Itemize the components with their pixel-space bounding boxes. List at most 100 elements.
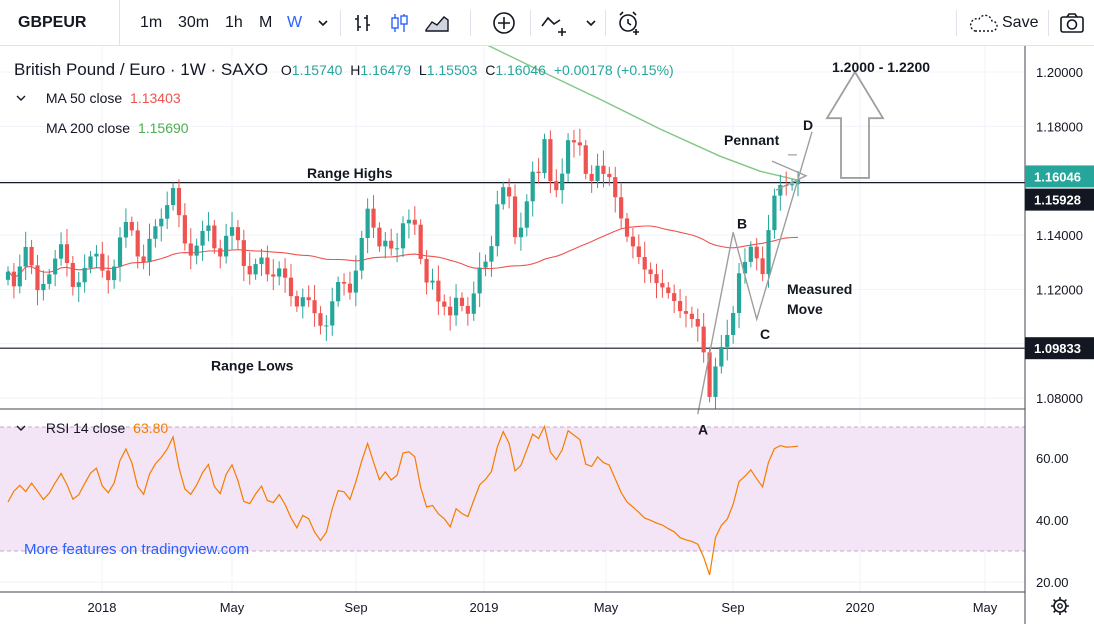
candle	[672, 284, 677, 313]
range-highs-label: Range Highs	[307, 165, 393, 181]
ma200-legend[interactable]: MA 200 close 1.15690	[46, 120, 189, 136]
candle-body	[613, 177, 618, 198]
candle	[607, 166, 612, 186]
rsi-axis[interactable]: 60.00 40.00 20.00	[1036, 451, 1069, 590]
candle-body	[577, 142, 582, 146]
symbol-search-button[interactable]: GBPEUR	[0, 0, 120, 46]
candle-body	[265, 257, 270, 275]
candle	[253, 258, 258, 280]
price-badges: 1.16046 1.15928 1.09833	[1025, 165, 1094, 360]
candle	[11, 262, 16, 299]
candle-body	[5, 271, 11, 280]
candle-body	[159, 218, 164, 227]
candle	[395, 233, 400, 263]
save-button[interactable]: Save	[1002, 14, 1039, 31]
candle	[212, 220, 217, 254]
area-chart-icon[interactable]	[424, 12, 450, 34]
candle-body	[241, 240, 246, 266]
plus-circle-icon[interactable]	[492, 11, 516, 35]
bar-chart-icon[interactable]	[352, 12, 374, 34]
eye-icon[interactable]	[14, 91, 28, 105]
candle-body	[536, 171, 541, 174]
candle-body	[518, 227, 524, 238]
candle	[53, 249, 58, 287]
candle-body	[76, 282, 81, 287]
candle-body	[94, 253, 99, 257]
symbol-label: GBPEUR	[18, 14, 87, 31]
alarm-plus-icon[interactable]	[616, 10, 642, 36]
chevron-down-icon[interactable]	[14, 421, 28, 435]
toolbar-divider	[530, 10, 531, 36]
interval-30m-button[interactable]: 30m	[178, 14, 210, 31]
candle	[70, 255, 75, 296]
candle-body	[359, 237, 364, 271]
candle	[341, 273, 347, 296]
horizontal-levels	[0, 182, 1025, 552]
candle-body	[565, 140, 571, 174]
cloud-icon[interactable]	[968, 14, 998, 34]
candle	[477, 252, 482, 307]
price-badge-box	[1025, 337, 1094, 360]
interval-1h-button[interactable]: 1h	[225, 14, 243, 31]
candle-body	[542, 139, 547, 174]
candle-body	[554, 181, 559, 191]
ma50-label: MA 50 close	[45, 90, 123, 106]
candle	[453, 284, 459, 326]
candle	[754, 237, 759, 271]
candle	[112, 259, 117, 289]
candle	[489, 235, 494, 277]
candle-body	[560, 173, 565, 191]
camera-icon[interactable]	[1059, 12, 1085, 34]
candle-body	[607, 173, 612, 178]
watermark-text[interactable]: More features on tradingview.com	[24, 541, 249, 558]
interval-week-button[interactable]: W	[287, 14, 303, 31]
candle	[666, 281, 671, 299]
candle-body	[35, 265, 40, 291]
candle-body	[235, 227, 241, 241]
candle	[165, 191, 170, 230]
ma50-legend[interactable]: MA 50 close 1.13403	[14, 90, 181, 106]
candle-body	[377, 227, 382, 247]
gear-icon[interactable]	[1051, 597, 1069, 615]
candle-body	[371, 208, 376, 228]
candle	[218, 239, 223, 269]
candle-body	[754, 246, 759, 259]
candle	[760, 246, 765, 282]
candle	[5, 266, 11, 286]
chevron-down-icon[interactable]	[585, 17, 597, 29]
interval-1m-button[interactable]: 1m	[140, 14, 163, 31]
price-chart[interactable]: 1.200001.180001.160001.140001.120001.100…	[0, 46, 1094, 624]
candle-body	[206, 225, 211, 231]
candle-body	[736, 273, 742, 313]
candle	[406, 209, 411, 239]
candle	[430, 268, 435, 290]
candle	[129, 216, 134, 236]
candle-body	[683, 311, 689, 314]
symbol-name: British Pound / Euro · 1W · SAXO	[14, 60, 269, 79]
candle	[224, 223, 229, 264]
time-axis[interactable]: 2018 May Sep 2019 May Sep 2020 May	[88, 600, 998, 615]
point-c-label: C	[760, 326, 770, 342]
candle-body	[17, 266, 22, 287]
candle	[241, 229, 246, 282]
interval-month-button[interactable]: M	[259, 14, 273, 31]
measured-move-line	[697, 131, 813, 415]
candle-body	[23, 246, 28, 267]
chevron-down-icon[interactable]	[317, 17, 329, 29]
candle	[695, 308, 700, 342]
change-value: +0.00178 (+0.15%)	[553, 62, 674, 78]
candle-body	[324, 325, 329, 327]
price-badge: 1.15928	[1025, 188, 1094, 211]
candle-body	[412, 219, 417, 225]
toolbar-divider	[605, 10, 606, 36]
rsi-legend[interactable]: RSI 14 close 63.80	[14, 420, 168, 436]
candle	[336, 276, 341, 307]
candle	[259, 248, 264, 277]
candlestick-icon[interactable]	[388, 12, 410, 34]
candle	[200, 220, 205, 261]
compare-icon[interactable]	[540, 12, 572, 36]
candle	[170, 182, 176, 211]
candle-body	[277, 268, 282, 277]
open-label: O	[280, 62, 292, 78]
candle	[353, 255, 358, 307]
